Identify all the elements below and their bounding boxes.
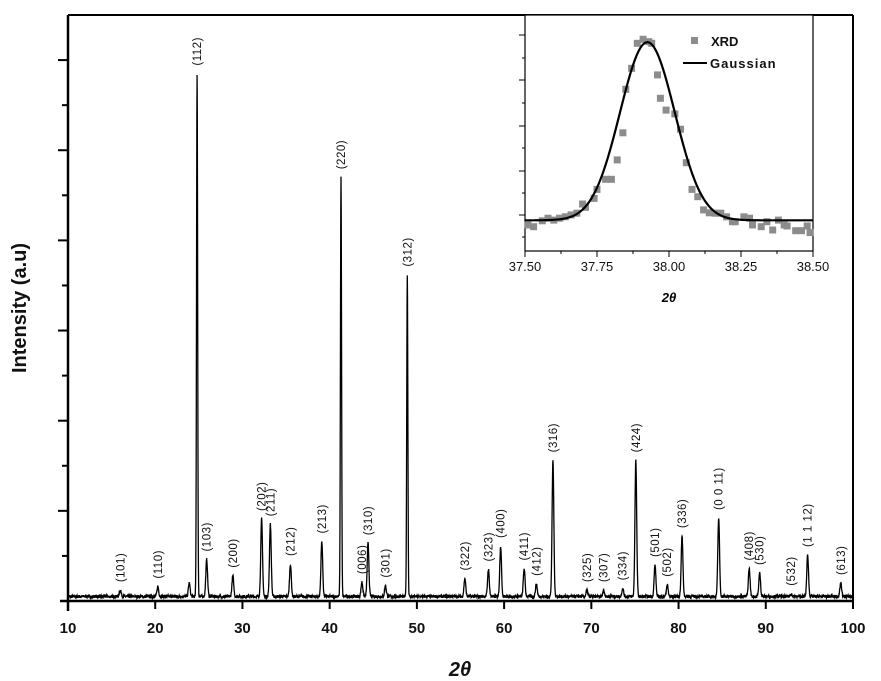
peak-label: (502): [662, 547, 674, 576]
legend-xrd-marker: [691, 37, 698, 44]
legend-gaussian-label: Gaussian: [710, 56, 777, 71]
xrd-data-point: [757, 223, 765, 231]
legend-xrd-label: XRD: [711, 34, 738, 49]
xrd-data-point: [639, 35, 647, 43]
peak-label: (411): [519, 532, 531, 561]
xrd-data-point: [656, 94, 664, 102]
peak-label: (322): [460, 541, 472, 570]
peak-label: (501): [650, 528, 662, 557]
peak-label: (006): [357, 545, 369, 574]
peak-label: (1 1 12): [803, 503, 815, 547]
xrd-data-point: [694, 193, 702, 201]
inset-plot: 37.50 37.75 38.00 38.25 38.50 XRD Gaussian: [509, 14, 830, 274]
xrd-data-point: [619, 129, 627, 137]
xrd-data-point: [607, 175, 615, 183]
peak-label: (220): [336, 140, 348, 169]
xrd-data-point: [677, 125, 684, 133]
xrd-data-point: [806, 229, 814, 237]
xrd-data-point: [662, 106, 670, 114]
x-tick-label: 20: [147, 620, 164, 637]
x-tick-label: 50: [409, 620, 426, 637]
peak-label: (334): [618, 551, 630, 580]
peak-label: (301): [380, 548, 392, 577]
x-tick-label: 70: [583, 620, 600, 637]
xrd-data-point: [590, 194, 598, 202]
xrd-data-point: [783, 222, 791, 230]
inset-x-tick-label: 37.50: [509, 259, 542, 274]
peak-label: (213): [317, 504, 329, 533]
peak-label: (101): [115, 553, 127, 582]
xrd-data-point: [524, 221, 532, 229]
peak-label: (212): [285, 527, 297, 556]
xrd-data-point: [717, 209, 725, 217]
peak-label: (336): [677, 499, 689, 528]
peak-label: (200): [228, 538, 240, 567]
x-tick-label: 60: [496, 620, 513, 637]
xrd-spectrum-line: [67, 75, 854, 601]
x-tick-label: 30: [234, 620, 251, 637]
x-tick-label: 40: [321, 620, 338, 637]
xrd-data-point: [613, 156, 621, 164]
main-plot: (101) (110) (112) (103) (200) (202)(211) (212)…: [58, 14, 866, 637]
peak-label: (307): [599, 553, 611, 582]
peak-label: (532): [786, 556, 798, 585]
peak-label: (310): [363, 506, 375, 535]
peak-label: (400): [496, 509, 508, 538]
xrd-data-point: [567, 211, 575, 219]
y-axis-title: Intensity (a.u): [9, 243, 31, 373]
x-tick-label: 90: [757, 620, 774, 637]
xrd-data-point: [769, 226, 777, 234]
xrd-data-point: [682, 159, 690, 167]
inset-x-tick-label: 38.00: [653, 259, 686, 274]
peak-label: (103): [202, 522, 214, 551]
peak-label: (312): [402, 237, 414, 266]
x-axis-title: 2θ: [448, 659, 471, 681]
peak-label: (0 0 11): [714, 467, 726, 510]
gaussian-fit-line: [525, 41, 813, 222]
xrd-data-point: [763, 218, 771, 226]
x-tick-label: 80: [670, 620, 687, 637]
inset-x-tick-label: 37.75: [581, 259, 614, 274]
xrd-data-point: [798, 227, 805, 235]
xrd-data-point: [561, 213, 569, 221]
xrd-data-point: [746, 214, 754, 222]
x-tick-label: 10: [60, 620, 77, 637]
peak-label: (530): [755, 536, 767, 565]
xrd-data-point: [705, 209, 713, 217]
xrd-data-point: [792, 227, 800, 235]
peak-label: (110): [153, 550, 165, 579]
xrd-data-point: [740, 213, 748, 221]
inset-x-tick-label: 38.50: [797, 259, 830, 274]
peak-label: (325): [582, 553, 594, 582]
xrd-data-point: [803, 222, 811, 230]
inset-x-axis-title: 2θ: [661, 290, 676, 305]
peak-label: (412): [531, 547, 543, 576]
inset-x-tick-label: 38.25: [725, 259, 758, 274]
peak-label: (613): [836, 546, 848, 575]
xrd-data-point: [700, 206, 708, 214]
peak-label: (202): [257, 482, 269, 511]
xrd-data-point: [731, 218, 739, 226]
peak-label: (316): [548, 423, 560, 452]
xrd-data-point: [749, 221, 756, 229]
xrd-data-point: [530, 223, 538, 231]
peak-label: (424): [631, 423, 643, 452]
xrd-data-point: [688, 185, 696, 193]
x-tick-label: 100: [840, 620, 865, 637]
xrd-data-point: [602, 175, 610, 183]
peak-label: (323): [483, 532, 495, 561]
peak-label: (112): [192, 37, 204, 66]
xrd-data-point: [544, 214, 552, 222]
xrd-data-point: [654, 71, 661, 79]
peak-label: (408): [744, 531, 756, 560]
peak-label: (211): [265, 488, 277, 517]
xrd-data-point: [633, 39, 641, 47]
